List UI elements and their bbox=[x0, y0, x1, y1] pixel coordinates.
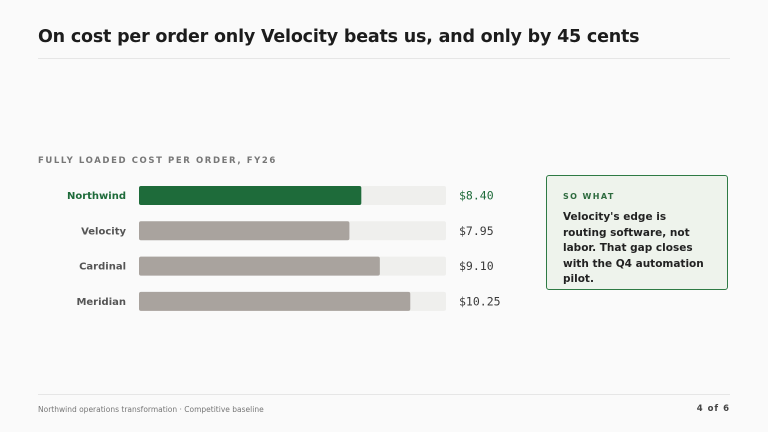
bar-meridian bbox=[139, 291, 411, 311]
value-label-northwind: $8.40 bbox=[459, 189, 494, 203]
category-label-cardinal: Cardinal bbox=[79, 262, 126, 273]
callout-body: Velocity's edge is routing software, not… bbox=[563, 211, 704, 285]
footer-text: Northwind operations transformation · Co… bbox=[38, 405, 264, 414]
chart-title: FULLY LOADED COST PER ORDER, FY26 bbox=[38, 156, 277, 166]
so-what-callout: SO WHAT Velocity's edge is routing softw… bbox=[546, 175, 728, 290]
bar-chart: Northwind $8.40 Velocity $7.95 Cardinal $9.10… bbox=[67, 186, 501, 311]
value-label-meridian: $10.25 bbox=[459, 294, 501, 308]
value-label-velocity: $7.95 bbox=[459, 224, 494, 238]
title-divider bbox=[38, 58, 730, 59]
value-label-cardinal: $9.10 bbox=[459, 259, 494, 273]
callout-kicker: SO WHAT bbox=[563, 192, 615, 201]
footer-divider bbox=[38, 394, 730, 395]
bar-cardinal bbox=[139, 256, 380, 276]
bar-velocity bbox=[139, 221, 350, 241]
category-label-velocity: Velocity bbox=[81, 226, 126, 237]
page-title: On cost per order only Velocity beats us… bbox=[38, 27, 640, 47]
category-label-meridian: Meridian bbox=[76, 297, 126, 308]
category-label-northwind: Northwind bbox=[67, 191, 126, 202]
page-number: 4 of 6 bbox=[696, 404, 730, 414]
bar-northwind bbox=[139, 186, 362, 205]
